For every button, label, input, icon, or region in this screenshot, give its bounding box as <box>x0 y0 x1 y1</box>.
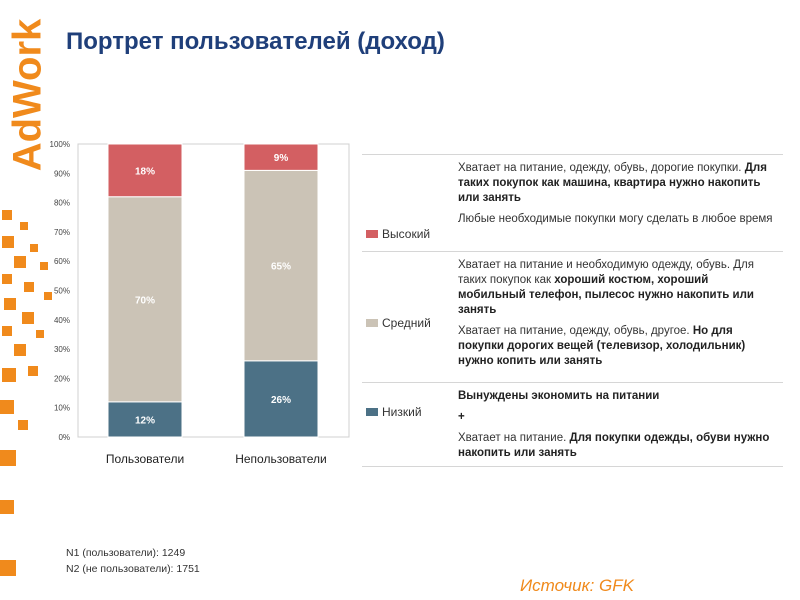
legend-label-low: Низкий <box>382 405 422 419</box>
bar-segment-Средний <box>243 169 319 362</box>
mid-text2: Хватает на питание, одежду, обувь, друго… <box>458 325 690 337</box>
bar-value-label: 18% <box>135 166 155 177</box>
high-text2: Любые необходимые покупки могу сделать в… <box>458 213 773 225</box>
y-tick-label: 30% <box>54 345 70 354</box>
bar-segment-Низкий <box>243 360 319 438</box>
legend-row-mid: Средний Хватает на питание и необходимую… <box>362 251 783 382</box>
y-tick-label: 50% <box>54 287 70 296</box>
source-note: Источик: GFK <box>520 576 634 595</box>
x-category-label: Пользователи <box>106 452 184 466</box>
low-plus: + <box>458 411 465 423</box>
decorative-squares <box>0 210 52 576</box>
swatch-mid <box>366 319 378 327</box>
high-text1-bold: Для таких покупок как машина, квартира н… <box>458 162 767 204</box>
y-tick-label: 20% <box>54 374 70 383</box>
mid-text1: Хватает на питание и необходимую одежду,… <box>458 259 754 286</box>
logo-text: AdWork <box>6 18 50 171</box>
swatch-low <box>366 408 378 416</box>
y-tick-label: 10% <box>54 404 70 413</box>
low-text2-bold: Для покупки одежды, обуви нужно накопить… <box>458 432 770 459</box>
bar-value-label: 12% <box>135 415 155 426</box>
swatch-high <box>366 230 378 238</box>
bar-segment-Высокий <box>107 143 183 198</box>
note-n2: N2 (не пользователи): 1751 <box>66 563 200 575</box>
mid-text2-bold: Но для покупки дорогих вещей (телевизор,… <box>458 325 746 367</box>
income-legend: Высокий Хватает на питание, одежду, обув… <box>362 154 783 467</box>
legend-label-high: Высокий <box>382 227 431 241</box>
low-text2: Хватает на питание. <box>458 432 567 444</box>
y-tick-label: 70% <box>54 228 70 237</box>
note-n1: N1 (пользователи): 1249 <box>66 547 186 559</box>
legend-row-low: Низкий Вынуждены экономить на питании + … <box>362 382 783 467</box>
sample-notes: N1 (пользователи): 1249 N2 (не пользоват… <box>66 545 200 577</box>
bar-value-label: 9% <box>274 153 289 164</box>
y-tick-label: 100% <box>50 140 70 149</box>
low-text1: Вынуждены экономить на питании <box>458 390 660 402</box>
y-tick-label: 0% <box>58 433 70 442</box>
page-title: Портрет пользователей (доход) <box>66 28 445 55</box>
legend-row-high: Высокий Хватает на питание, одежду, обув… <box>362 154 783 251</box>
y-tick-label: 80% <box>54 199 70 208</box>
stacked-bar-chart: 0% 10% 20% 30% 40% 50% 60% 70% 80% 90% 100% 12% 70%… <box>50 140 350 466</box>
legend-label-mid: Средний <box>382 316 431 330</box>
bar-segment-Низкий <box>107 401 183 438</box>
x-category-label: Непользователи <box>235 452 327 466</box>
bar-value-label: 26% <box>271 395 291 406</box>
high-text1: Хватает на питание, одежду, обувь, дорог… <box>458 162 742 174</box>
mid-text1-bold: хороший костюм, хороший мобильный телефо… <box>458 274 754 316</box>
adwork-logo: AdWork <box>6 18 50 171</box>
y-tick-label: 60% <box>54 257 70 266</box>
bar-segment-Средний <box>107 196 183 403</box>
y-tick-label: 40% <box>54 316 70 325</box>
chart-frame <box>77 143 350 438</box>
bar-value-label: 70% <box>135 295 155 306</box>
bar-value-label: 65% <box>271 262 291 273</box>
bar-segment-Высокий <box>243 143 319 171</box>
y-tick-label: 90% <box>54 169 70 178</box>
